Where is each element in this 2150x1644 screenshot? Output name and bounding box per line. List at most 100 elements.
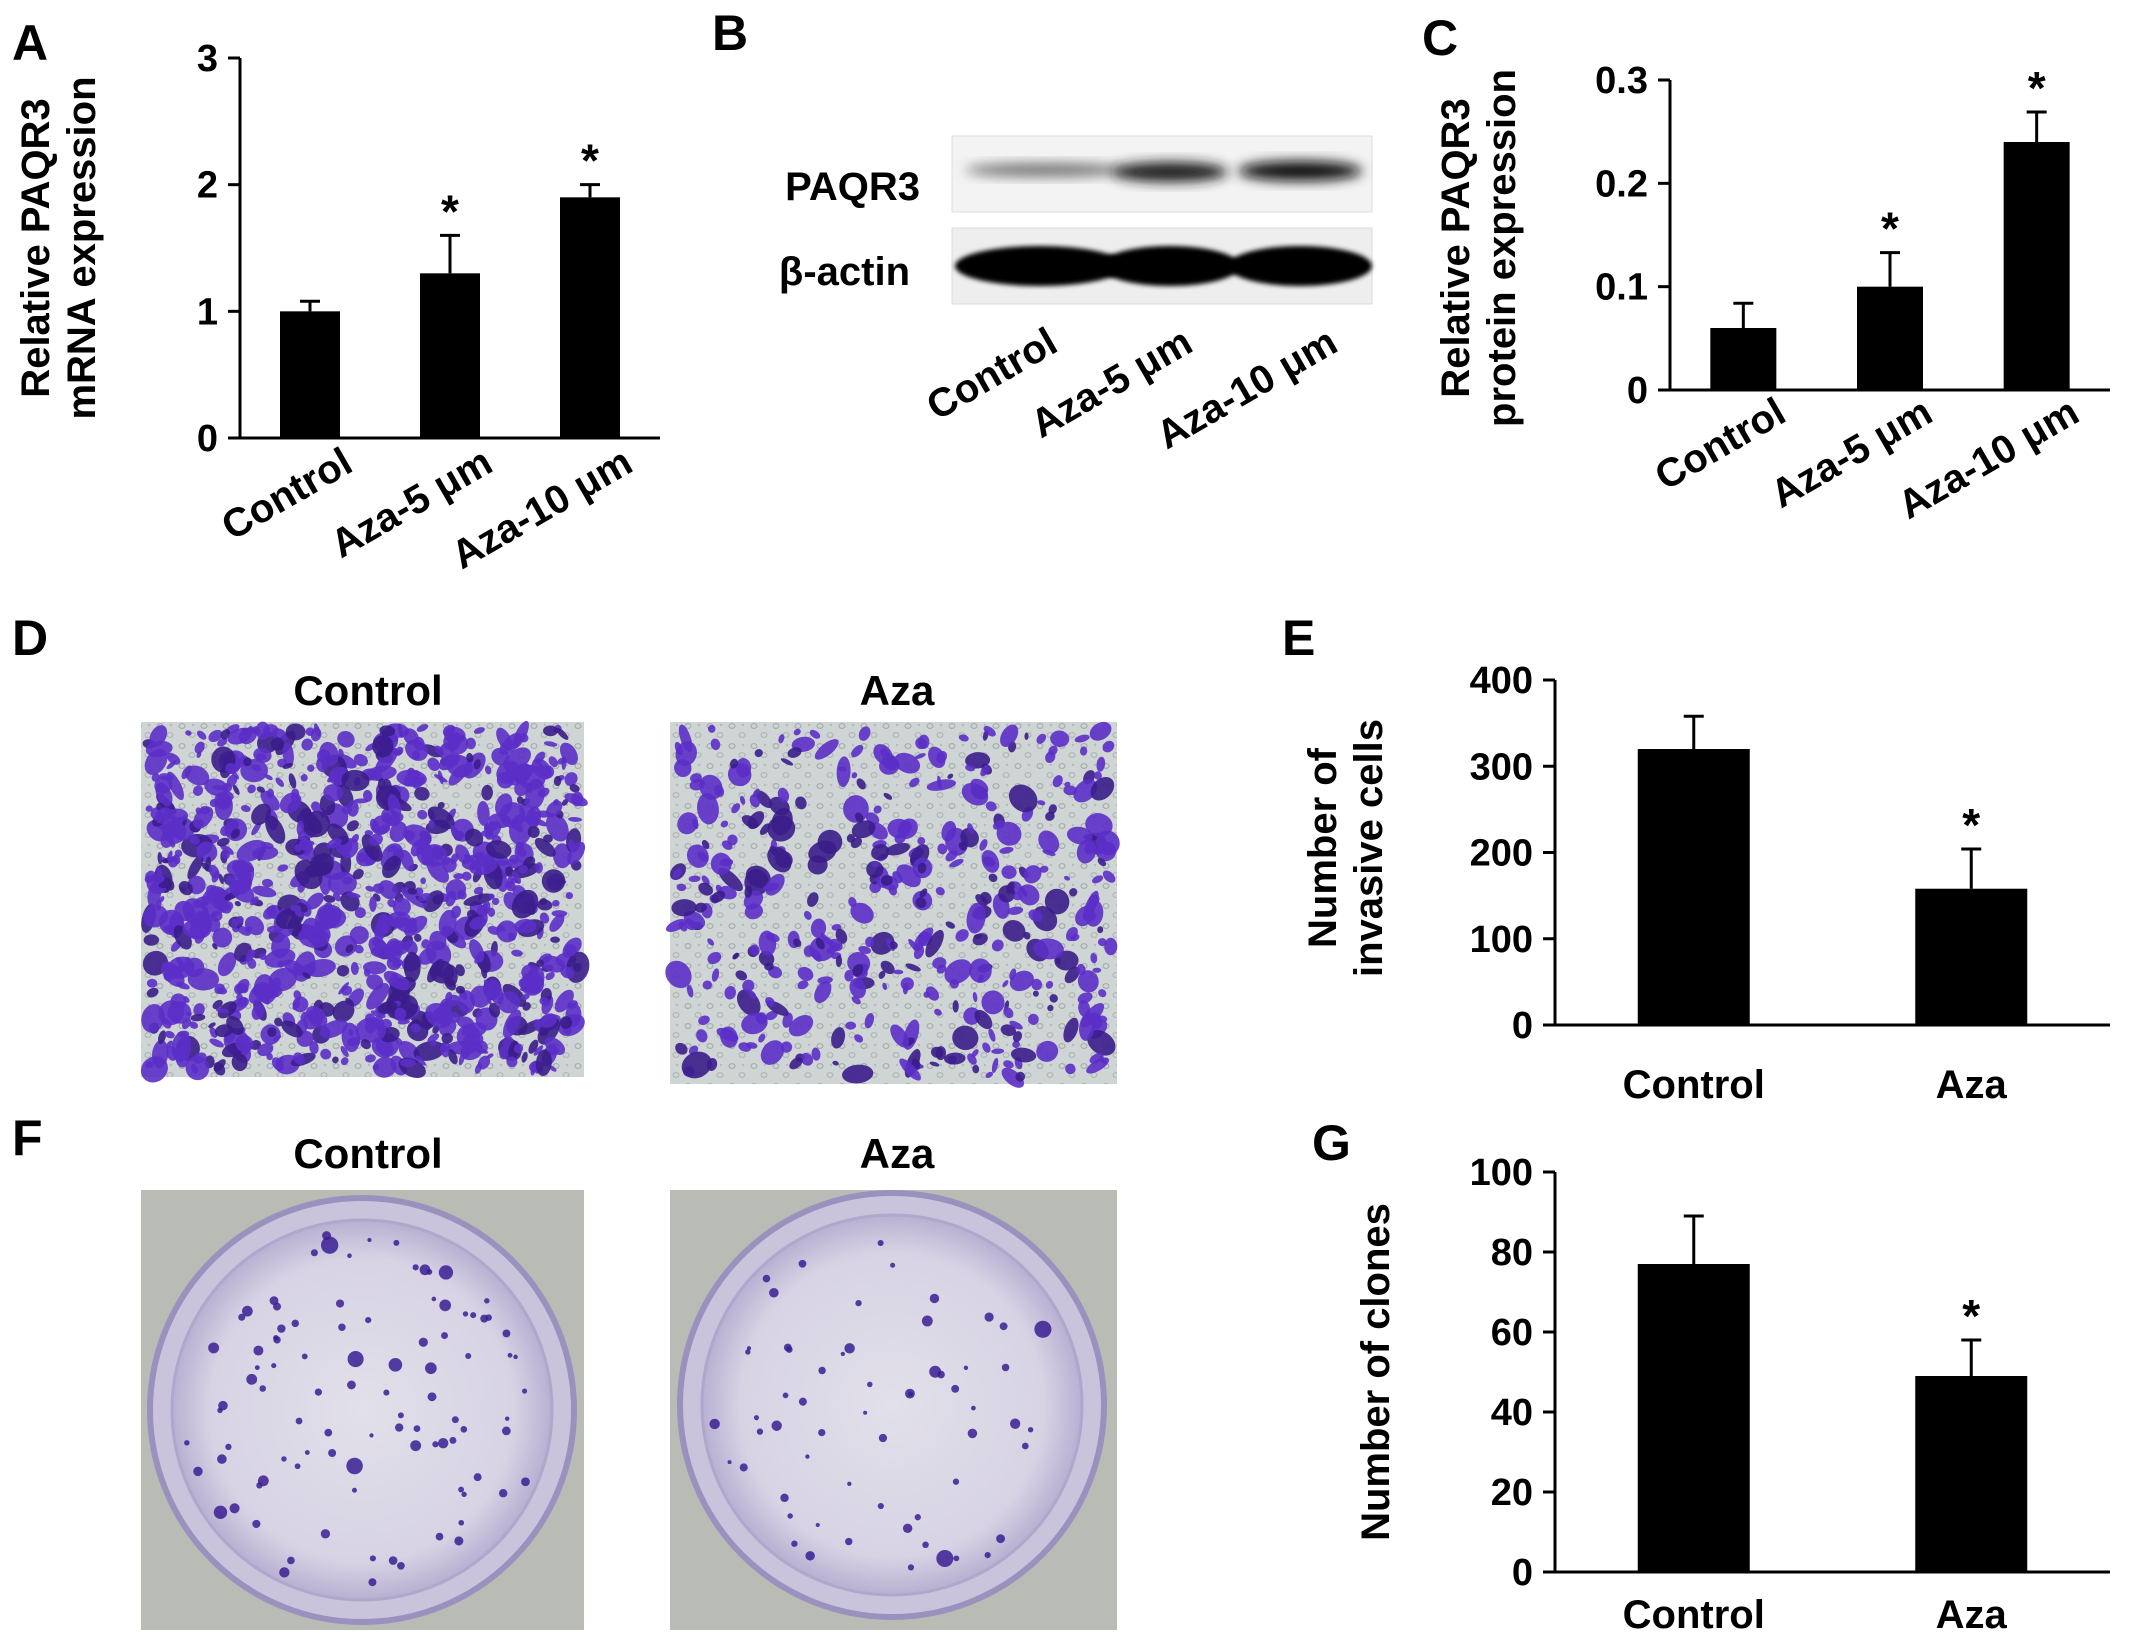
bar-c <box>2003 142 2070 390</box>
stained-cell <box>437 770 444 785</box>
colony <box>791 1540 798 1547</box>
stained-cell <box>958 841 967 851</box>
stained-cell <box>296 820 304 836</box>
stained-cell <box>473 727 485 734</box>
stained-cell <box>550 936 561 943</box>
stained-cell <box>473 886 484 895</box>
significance-star-a: * <box>441 185 459 237</box>
colony <box>818 1366 826 1375</box>
stained-cell <box>506 1056 518 1068</box>
stained-cell <box>747 811 765 830</box>
stained-cell <box>327 823 349 845</box>
stained-cell <box>795 796 807 810</box>
colony <box>437 1437 449 1449</box>
stained-cell <box>212 943 218 950</box>
stained-cell <box>985 801 997 812</box>
colony <box>438 1265 454 1280</box>
stained-cell <box>536 899 553 911</box>
stained-cell <box>553 775 562 787</box>
colony <box>907 1564 915 1571</box>
stained-cell <box>919 888 928 898</box>
colony <box>501 1426 511 1436</box>
stained-cell <box>392 897 411 917</box>
stained-cell <box>375 747 398 774</box>
stained-cell <box>1024 732 1029 740</box>
colony <box>473 1473 482 1482</box>
colony <box>460 1426 468 1433</box>
stained-cell <box>983 725 996 737</box>
stained-cell <box>345 997 355 1007</box>
stained-cell <box>264 948 296 968</box>
colony <box>351 1487 357 1493</box>
colony <box>213 1505 228 1520</box>
stained-cell <box>455 964 465 977</box>
stained-cell <box>1098 989 1107 998</box>
bar-c <box>1710 328 1777 390</box>
y-tick-label-g: 40 <box>1491 1392 1533 1434</box>
stained-cell <box>360 1039 371 1050</box>
stained-cell <box>810 918 827 938</box>
bar-a <box>560 197 620 438</box>
stained-cell <box>925 986 940 1001</box>
colony <box>470 1312 477 1319</box>
stained-cell <box>469 985 491 1008</box>
stained-cell <box>427 1033 440 1043</box>
stained-cell <box>252 885 277 898</box>
colony <box>745 1349 751 1355</box>
colony <box>999 1322 1008 1331</box>
stained-cell <box>159 896 165 903</box>
colony <box>507 1352 513 1358</box>
stained-cell <box>958 734 969 742</box>
stained-cell <box>671 899 697 917</box>
stained-cell <box>820 933 830 945</box>
stained-cell <box>323 895 336 903</box>
stained-cell <box>234 901 241 907</box>
stained-cell <box>710 738 721 751</box>
stained-cell <box>474 1062 482 1074</box>
stained-cell <box>1090 777 1115 801</box>
stained-cell <box>300 808 312 818</box>
stained-cell <box>937 843 948 855</box>
stained-cell <box>936 751 948 764</box>
stained-cell <box>807 892 819 907</box>
panel-letter-c: C <box>1422 10 1458 66</box>
stained-cell <box>209 798 219 808</box>
stained-cell <box>527 825 540 838</box>
stained-cell <box>886 842 911 856</box>
stained-cell <box>353 753 368 767</box>
stained-cell <box>765 1010 778 1021</box>
stained-cell <box>944 959 972 985</box>
stained-cell <box>665 919 687 932</box>
stained-cell <box>849 978 866 999</box>
stained-cell <box>546 800 563 818</box>
stained-cell <box>554 989 574 1013</box>
colony <box>451 1416 459 1424</box>
stained-cell <box>307 817 323 834</box>
stained-cell <box>707 724 716 733</box>
stained-cell <box>836 756 851 788</box>
stained-cell <box>1033 938 1064 960</box>
stained-cell <box>455 985 466 994</box>
stained-cell <box>301 738 313 751</box>
stained-cell <box>413 736 425 751</box>
stained-cell <box>1097 938 1107 947</box>
y-tick-label-e: 300 <box>1470 746 1533 788</box>
stained-cell <box>559 1016 573 1030</box>
stained-cell <box>146 819 170 842</box>
stained-cell <box>701 875 710 886</box>
stained-cell <box>305 840 315 846</box>
stained-cell <box>352 868 364 880</box>
stained-cell <box>438 753 461 771</box>
y-tick-label-a: 2 <box>197 165 218 207</box>
colony <box>435 1532 444 1541</box>
stained-cell <box>899 1058 921 1081</box>
colony <box>462 1311 469 1317</box>
stained-cell <box>1090 952 1098 964</box>
stained-cell <box>1080 746 1088 756</box>
stained-cell <box>220 844 234 855</box>
colony <box>996 1534 1006 1544</box>
stained-cell <box>251 1003 265 1020</box>
stained-cell <box>851 744 864 758</box>
stained-cell <box>1082 890 1099 921</box>
